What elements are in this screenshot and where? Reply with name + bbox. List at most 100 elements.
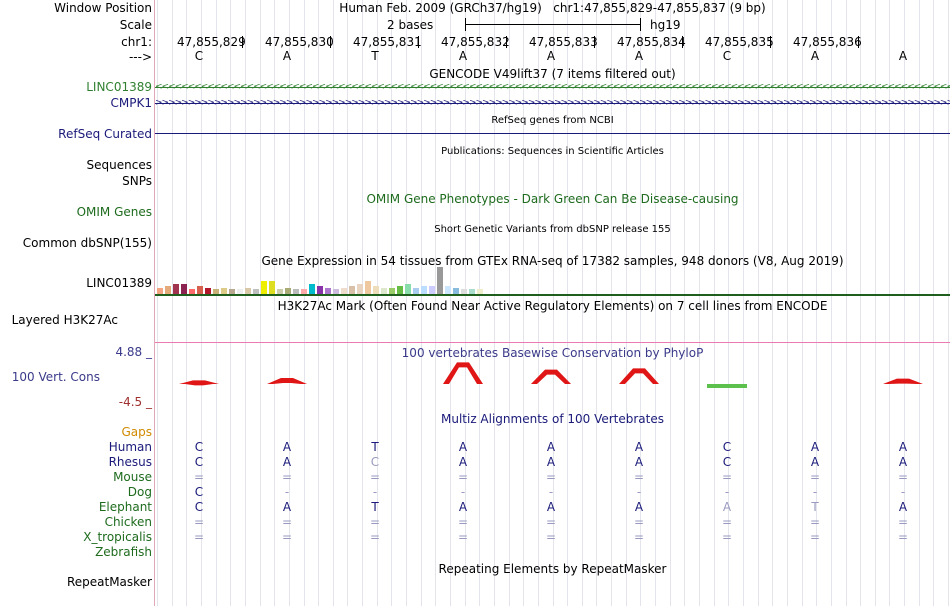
gtex-tissue-bar[interactable] [445,286,451,294]
gtex-tissue-bar[interactable] [413,288,419,294]
alignment-base: = [633,530,645,544]
alignment-base: C [370,455,380,469]
gtex-tissue-bar[interactable] [325,288,331,294]
alignment-base: C [194,485,204,499]
gtex-tissue-bar[interactable] [437,267,443,294]
gtex-tissue-bar[interactable] [197,286,203,294]
phylop-score-mark[interactable] [179,380,219,386]
gridline [230,0,231,606]
gtex-track-title: Gene Expression in 54 tissues from GTEx … [261,254,844,268]
track-label-repeatmasker[interactable]: RepeatMasker [66,575,152,589]
gtex-tissue-bar[interactable] [309,284,315,294]
track-label-h3k27ac[interactable]: Layered H3K27Ac [11,313,118,327]
refseq-gene-line[interactable] [155,133,950,134]
gtex-tissue-bar[interactable] [373,286,379,294]
gtex-tissue-bar[interactable] [389,288,395,294]
gridline [391,0,392,606]
track-label-omim[interactable]: OMIM Genes [76,205,152,219]
window-position-header: Human Feb. 2009 (GRCh37/hg19) chr1:47,85… [155,1,950,15]
reference-base: T [371,49,379,63]
species-label[interactable]: Elephant [98,500,152,514]
gtex-tissue-bar[interactable] [341,288,347,294]
gtex-tissue-bar[interactable] [301,289,307,294]
gridline [640,0,641,606]
gridline [494,0,495,606]
gtex-tissue-bar[interactable] [269,281,275,294]
track-label-linc01389[interactable]: LINC01389 [86,80,152,94]
phylop-score-mark[interactable] [531,369,571,384]
gtex-tissue-bar[interactable] [157,288,163,294]
track-label-dbsnp[interactable]: Common dbSNP(155) [22,236,152,250]
alignment-base: A [634,500,644,514]
reference-base: C [722,49,732,63]
gtex-tissue-bar[interactable] [397,286,403,294]
gtex-tissue-bar[interactable] [261,281,267,294]
track-label-gtex-gene[interactable]: LINC01389 [86,276,152,290]
gtex-tissue-bar[interactable] [317,286,323,294]
track-label-sequences[interactable]: Sequences [86,158,152,172]
species-label[interactable]: Mouse [113,470,152,484]
gtex-tissue-bar[interactable] [229,289,235,294]
gtex-tissue-bar[interactable] [205,288,211,294]
gridline [216,0,217,606]
gtex-tissue-bar[interactable] [365,281,371,294]
species-label[interactable]: Human [108,440,152,454]
gtex-tissue-bar[interactable] [453,288,459,294]
track-label-100-vert-cons[interactable]: 100 Vert. Cons [11,370,100,384]
species-label[interactable]: X_tropicalis [83,530,152,544]
gridline [626,0,627,606]
cmpk1-gene-track[interactable]: >>>>>>>>>>>>>>>>>>>>>>>>>>>>>>>>>>>>>>>>… [155,97,950,111]
reference-base: A [810,49,820,63]
alignment-base: = [809,470,821,484]
track-label-cmpk1[interactable]: CMPK1 [110,96,152,110]
gtex-tissue-bar[interactable] [405,284,411,294]
gtex-tissue-bar[interactable] [293,289,299,294]
gtex-tissue-bar[interactable] [429,286,435,294]
phylop-score-mark[interactable] [443,362,483,384]
species-label[interactable]: Zebrafish [95,545,152,559]
gridline [919,0,920,606]
scale-text: 2 bases [387,18,434,32]
gtex-tissue-bar[interactable] [253,289,259,294]
phylop-score-mark[interactable] [267,378,307,384]
alignment-base: A [282,500,292,514]
gtex-tissue-bar[interactable] [469,289,475,294]
gtex-tissue-bar[interactable] [173,284,179,294]
reference-base: A [898,49,908,63]
gtex-tissue-bar[interactable] [189,289,195,294]
species-label[interactable]: Chicken [104,515,152,529]
phylop-conservation-plot[interactable] [155,358,950,408]
alignment-base: T [811,500,819,514]
alignment-base: A [546,440,556,454]
phylop-score-mark[interactable] [707,384,747,388]
gtex-tissue-bar[interactable] [245,288,251,294]
gtex-expression-bars[interactable] [155,266,950,294]
species-label[interactable]: Dog [127,485,152,499]
ruler-position-label: 47,855,832 [441,35,510,49]
gtex-tissue-bar[interactable] [221,288,227,294]
gtex-tissue-bar[interactable] [357,284,363,294]
track-label-refseq[interactable]: RefSeq Curated [58,127,152,141]
track-label-snps[interactable]: SNPs [122,174,152,188]
alignment-base: - [284,485,290,499]
gtex-tissue-bar[interactable] [421,286,427,294]
gtex-tissue-bar[interactable] [237,289,243,294]
gtex-tissue-bar[interactable] [461,289,467,294]
phylop-score-mark[interactable] [619,368,659,384]
gtex-tissue-bar[interactable] [213,289,219,294]
genome-browser-track-area[interactable]: Human Feb. 2009 (GRCh37/hg19) chr1:47,85… [155,0,950,606]
gtex-tissue-bar[interactable] [333,289,339,294]
gtex-tissue-bar[interactable] [381,288,387,294]
gridline [318,0,319,606]
track-label-gaps[interactable]: Gaps [121,425,152,439]
gtex-tissue-bar[interactable] [477,289,483,294]
gtex-tissue-bar[interactable] [181,284,187,294]
gridline [611,0,612,606]
gtex-tissue-bar[interactable] [349,286,355,294]
phylop-score-mark[interactable] [883,378,923,384]
species-label[interactable]: Rhesus [108,455,152,469]
gtex-tissue-bar[interactable] [277,289,283,294]
gtex-tissue-bar[interactable] [285,288,291,294]
linc01389-gene-track[interactable]: <<<<<<<<<<<<<<<<<<<<<<<<<<<<<<<<<<<<<<<<… [155,81,950,95]
gtex-tissue-bar[interactable] [165,286,171,294]
